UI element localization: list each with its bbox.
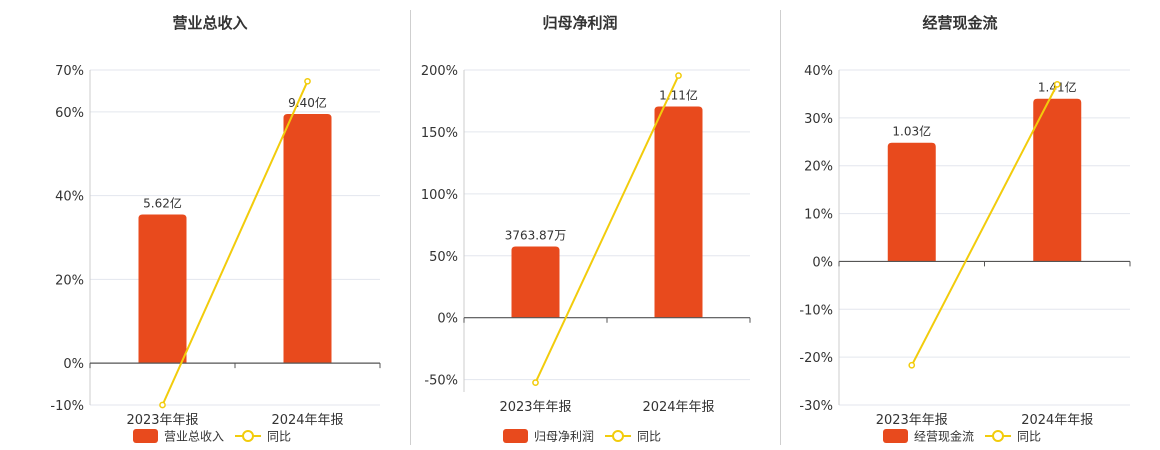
yoy-point <box>159 401 166 409</box>
chart-title: 经营现金流 <box>922 14 997 32</box>
y-tick-label: 100% <box>421 188 458 203</box>
bar <box>654 106 703 318</box>
yoy-point <box>304 77 311 85</box>
chart-panel-cash-flow: 经营现金流 -30% -20% -10% 0% 10% 20% 30% 40% 1.03亿 1.41… <box>781 0 1160 450</box>
y-tick-label: 200% <box>421 64 458 79</box>
chart-panel-net-profit: 归母净利润 -50% 0% 50% 100% 150% 200% 3763.87万 1.11亿 2… <box>411 0 780 450</box>
y-tick-label: -10% <box>50 399 84 414</box>
y-tick-label: 20% <box>55 273 84 288</box>
chart-net-profit: 归母净利润 -50% 0% 50% 100% 150% 200% 3763.87万 1.11亿 2… <box>421 14 751 444</box>
legend-bar-swatch <box>503 429 528 443</box>
y-tick-label: 50% <box>429 250 458 265</box>
y-tick-label: 60% <box>55 106 84 121</box>
yoy-line <box>534 75 680 384</box>
x-category-label: 2023年年报 <box>499 400 571 415</box>
legend-bar-swatch <box>883 429 908 443</box>
x-category-label: 2023年年报 <box>126 413 198 428</box>
y-tick-label: -30% <box>799 399 833 414</box>
yoy-point <box>908 361 916 369</box>
chart-revenue: 营业总收入 -10% 0% 20% 40% 60% 70% 5.62亿 9.40亿 2023年年报… <box>50 14 381 444</box>
bar-data-label: 3763.87万 <box>505 228 567 242</box>
yoy-point <box>675 72 682 79</box>
y-tick-label: 0% <box>437 312 458 327</box>
chart-title: 归母净利润 <box>542 14 617 32</box>
yoy-line <box>910 83 1059 366</box>
legend-line-marker <box>242 430 254 442</box>
legend-line-label: 同比 <box>1017 430 1041 444</box>
yoy-line <box>161 80 309 406</box>
y-tick-label: 150% <box>421 126 458 141</box>
legend-line-label: 同比 <box>637 430 661 444</box>
bar <box>511 246 560 318</box>
legend-bar-label: 经营现金流 <box>914 429 974 444</box>
legend-line-label: 同比 <box>267 430 291 444</box>
yoy-point <box>532 379 539 386</box>
panel-divider <box>410 10 411 445</box>
y-tick-label: -20% <box>799 351 833 366</box>
x-category-label: 2024年年报 <box>642 400 714 415</box>
legend-line-marker <box>992 430 1004 442</box>
y-tick-label: 0% <box>63 357 84 372</box>
chart-title: 营业总收入 <box>172 14 247 32</box>
panel-divider <box>780 10 781 445</box>
y-tick-label: -10% <box>799 303 833 318</box>
chart-cash-flow: 经营现金流-30%-20%-10%0%10%20%30%40%1.03亿1.41… <box>799 14 1131 444</box>
x-category-label: 2024年年报 <box>271 413 343 428</box>
bar-data-label: 5.62亿 <box>143 195 182 210</box>
x-category-label: 2023年年报 <box>876 413 948 428</box>
bar-data-label: 9.40亿 <box>288 95 327 110</box>
x-category-label: 2024年年报 <box>1021 413 1093 428</box>
legend-bar-swatch <box>133 429 158 443</box>
bar <box>1033 98 1082 262</box>
y-tick-label: 30% <box>804 112 833 127</box>
y-tick-label: 10% <box>804 208 833 223</box>
bar <box>283 113 332 364</box>
y-tick-label: 40% <box>804 64 833 79</box>
y-tick-label: -50% <box>424 374 458 389</box>
y-tick-label: 40% <box>55 190 84 205</box>
legend-bar-label: 营业总收入 <box>164 430 224 444</box>
legend-line-marker <box>612 430 624 442</box>
legend-bar-label: 归母净利润 <box>534 430 594 444</box>
y-tick-label: 70% <box>55 64 84 79</box>
y-tick-label: 20% <box>804 160 833 175</box>
bar <box>887 142 936 262</box>
bar <box>138 214 187 364</box>
yoy-point <box>1053 81 1061 88</box>
y-tick-label: 0% <box>812 255 833 270</box>
bar-data-label: 1.11亿 <box>659 88 698 103</box>
chart-panel-revenue: 营业总收入 -10% 0% 20% 40% 60% 70% 5.62亿 9.40亿 2023年年报… <box>0 0 410 450</box>
bar-data-label: 1.03亿 <box>892 124 931 139</box>
